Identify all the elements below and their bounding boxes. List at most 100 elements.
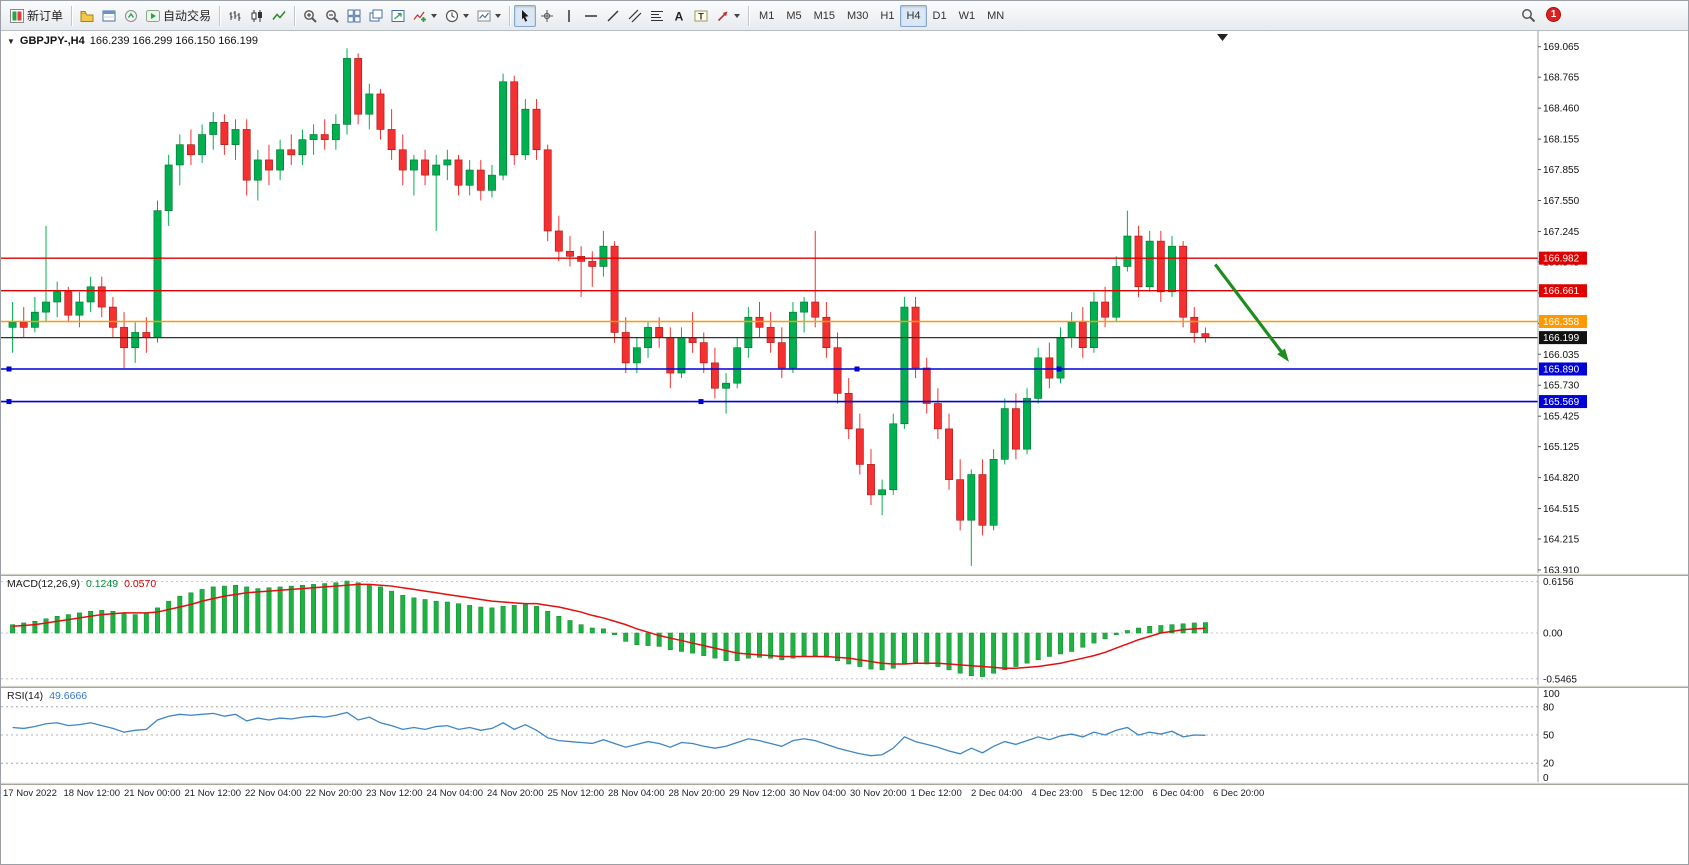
timeframe-m5-button[interactable]: M5 (786, 9, 802, 22)
dropdown-caret-icon[interactable] (734, 13, 741, 18)
data-window-icon (102, 9, 116, 23)
line-icon (272, 9, 286, 23)
channel-icon (628, 9, 642, 23)
vertical-line-button[interactable] (558, 5, 580, 27)
toolbar-separator (294, 5, 296, 26)
cascade-icon (369, 9, 383, 23)
templates-button[interactable] (473, 5, 505, 27)
panel-divider[interactable] (1, 685, 1688, 688)
time-label: 2 Dec 04:00 (971, 788, 1023, 799)
svg-text:169.065: 169.065 (1543, 42, 1580, 53)
time-label: 29 Nov 12:00 (729, 788, 786, 799)
time-label: 6 Dec 04:00 (1152, 788, 1204, 799)
candlestick-button[interactable] (246, 5, 268, 27)
timeframe-w1-button[interactable]: W1 (958, 9, 976, 22)
text-label-button[interactable]: T (690, 5, 712, 27)
autotrading-button[interactable]: 自动交易 (142, 5, 215, 27)
profiles-button[interactable] (76, 5, 98, 27)
time-label: 28 Nov 20:00 (668, 788, 726, 799)
text-button[interactable]: A (668, 5, 690, 27)
timeframe-m1-button[interactable]: M1 (759, 9, 775, 22)
horizontal-line-button[interactable] (580, 5, 602, 27)
time-axis[interactable]: 17 Nov 2022 18 Nov 12:00 21 Nov 00:00 21 No… (1, 785, 1688, 803)
periods-button[interactable] (441, 5, 473, 27)
svg-text:A: A (675, 9, 684, 23)
timeframe-m15-button[interactable]: M15 (813, 9, 835, 22)
time-label: 28 Nov 04:00 (608, 788, 665, 799)
macd-histogram (10, 580, 1208, 677)
macd-name: MACD(12,26,9) (7, 578, 80, 590)
cursor-button[interactable] (514, 4, 537, 27)
new-order-button[interactable]: 新订单 (6, 5, 67, 27)
data-window-button[interactable] (98, 5, 120, 27)
toolbar: 新订单 自动交易 A T M1 M5 M15 M30 H1 H4 D1 W1 MN 1 (1, 1, 1688, 31)
rsi-panel[interactable]: 100 80 50 20 0 (1, 688, 1689, 782)
arrange-charts-button[interactable] (387, 5, 409, 27)
trend-icon (606, 9, 620, 23)
horizontal-lines-layer (1, 257, 1538, 405)
cursor-icon (518, 9, 532, 23)
toolbar-buttons: 新订单 自动交易 A T (6, 4, 753, 27)
profiles-icon (80, 9, 94, 23)
macd-signal-line (12, 583, 1206, 669)
market-watch-icon (124, 9, 138, 23)
rsi-label: RSI(14) 49.6666 (7, 690, 87, 702)
time-label: 21 Nov 12:00 (184, 788, 242, 799)
timeframe-m30-button[interactable]: M30 (847, 9, 869, 22)
chart-shift-marker-icon (1217, 34, 1228, 41)
svg-text:0: 0 (1543, 773, 1549, 782)
template-icon (477, 9, 491, 23)
line-chart-button[interactable] (268, 5, 290, 27)
macd-panel[interactable]: 0.6156 0.00 -0.5465 (1, 576, 1689, 685)
dropdown-caret-icon[interactable] (463, 13, 470, 18)
zoom-in-button[interactable] (299, 5, 321, 27)
dropdown-caret-icon[interactable] (495, 13, 502, 18)
timeframe-mn-button[interactable]: MN (987, 9, 1005, 22)
time-label: 6 Dec 20:00 (1213, 788, 1265, 799)
crosshair-button[interactable] (536, 5, 558, 27)
zoom-in-icon (303, 9, 317, 23)
zoom-out-icon (325, 9, 339, 23)
indicators-button[interactable] (409, 5, 441, 27)
timeframe-d1-button[interactable]: D1 (932, 9, 947, 22)
panel-divider[interactable] (1, 573, 1688, 576)
price-chart[interactable]: 169.065 168.765 168.460 168.155 167.855 167.5… (1, 31, 1689, 573)
svg-text:164.820: 164.820 (1543, 473, 1580, 484)
timeframe-h1-button[interactable]: H1 (880, 9, 895, 22)
search-button[interactable] (1517, 5, 1540, 27)
notification-badge[interactable]: 1 (1546, 6, 1561, 22)
autotrading-button-label: 自动交易 (163, 9, 212, 23)
trendline-button[interactable] (602, 5, 624, 27)
arrows-button[interactable] (712, 5, 744, 27)
price-marker-labels: 166.982 166.661 166.358 166.199 165.890 165.5… (1539, 251, 1587, 409)
candles-layer (8, 48, 1210, 566)
tile-icon (347, 9, 361, 23)
cascade-windows-button[interactable] (365, 5, 387, 27)
dropdown-caret-icon[interactable] (431, 13, 438, 18)
zoom-out-button[interactable] (321, 5, 343, 27)
macd-signal-value: 0.0570 (124, 578, 157, 590)
svg-text:167.245: 167.245 (1543, 227, 1580, 238)
panel-divider[interactable] (1, 782, 1688, 785)
macd-main-value: 0.1249 (85, 578, 119, 590)
svg-text:165.125: 165.125 (1543, 442, 1580, 453)
search-icon (1521, 8, 1536, 23)
svg-text:0.00: 0.00 (1543, 629, 1563, 640)
svg-text:165.425: 165.425 (1543, 412, 1580, 423)
time-label: 22 Nov 04:00 (245, 788, 302, 799)
chart-dropdown-icon[interactable]: ▼ (7, 36, 15, 46)
tile-windows-button[interactable] (343, 5, 365, 27)
timeframe-h4-button[interactable]: H4 (900, 4, 927, 27)
bar-chart-button[interactable] (224, 5, 246, 27)
time-label: 17 Nov 2022 (3, 788, 57, 799)
svg-text:167.855: 167.855 (1543, 165, 1580, 176)
channel-button[interactable] (624, 5, 646, 27)
clock-icon (445, 9, 459, 23)
svg-text:168.460: 168.460 (1543, 104, 1580, 115)
svg-text:50: 50 (1543, 731, 1555, 742)
fibonacci-button[interactable] (646, 5, 668, 27)
svg-text:163.910: 163.910 (1543, 565, 1580, 573)
market-watch-button[interactable] (120, 5, 142, 27)
arrows-icon (716, 9, 730, 23)
timeframe-toolbar: M1 M5 M15 M30 H1 H4 D1 W1 MN (753, 4, 1010, 27)
